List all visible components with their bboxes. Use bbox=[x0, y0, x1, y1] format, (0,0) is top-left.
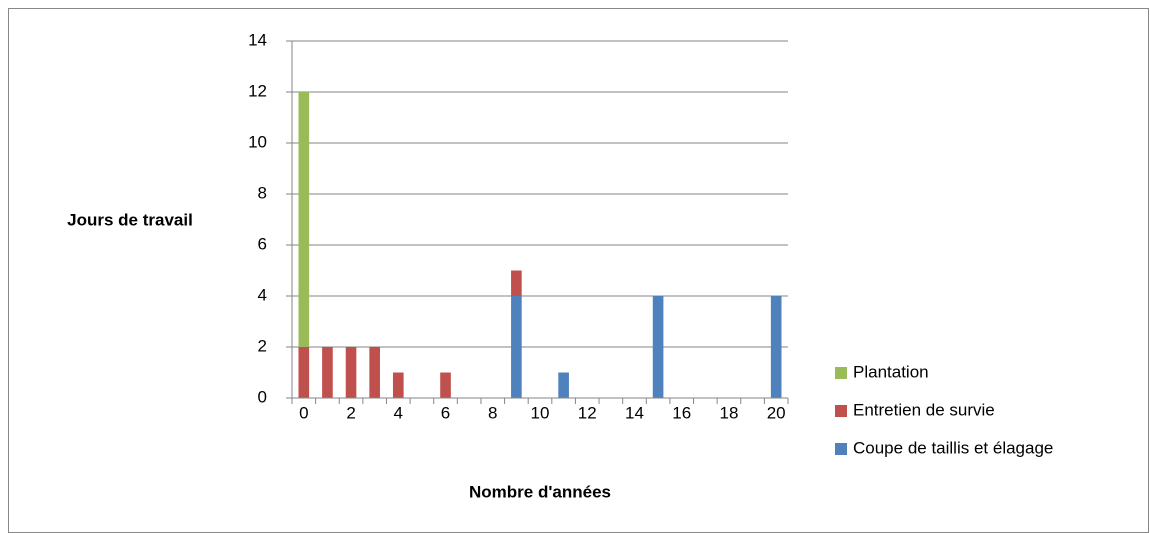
y-tick-label: 2 bbox=[258, 336, 267, 355]
y-tick-label: 6 bbox=[258, 234, 267, 253]
x-tick-label: 14 bbox=[625, 403, 644, 422]
legend-label: Plantation bbox=[853, 362, 929, 381]
y-tick-label: 8 bbox=[258, 183, 267, 202]
bar bbox=[652, 296, 664, 398]
bar bbox=[345, 347, 357, 398]
bar bbox=[511, 270, 522, 296]
x-axis-label: Nombre d'années bbox=[469, 482, 611, 501]
legend-label: Entretien de survie bbox=[853, 400, 995, 419]
x-tick-label: 18 bbox=[719, 403, 738, 422]
bar bbox=[298, 92, 310, 347]
legend-label: Coupe de taillis et élagage bbox=[853, 438, 1053, 457]
x-tick-label: 0 bbox=[299, 403, 308, 422]
bar bbox=[369, 347, 380, 398]
bar bbox=[392, 372, 404, 398]
bar bbox=[558, 372, 569, 398]
x-tick-label: 20 bbox=[767, 403, 786, 422]
bar bbox=[322, 347, 333, 398]
legend-swatch bbox=[835, 443, 847, 455]
bar bbox=[440, 372, 451, 398]
x-tick-label: 6 bbox=[441, 403, 450, 422]
x-tick-label: 12 bbox=[578, 403, 597, 422]
x-tick-label: 2 bbox=[346, 403, 355, 422]
bar bbox=[298, 347, 310, 398]
x-tick-label: 8 bbox=[488, 403, 497, 422]
y-tick-label: 10 bbox=[248, 132, 267, 151]
legend-swatch bbox=[835, 367, 847, 379]
bar bbox=[511, 296, 522, 398]
legend-swatch bbox=[835, 405, 847, 417]
bar bbox=[770, 296, 782, 398]
y-axis-label: Jours de travail bbox=[67, 210, 193, 229]
x-tick-label: 4 bbox=[394, 403, 403, 422]
y-tick-label: 4 bbox=[258, 285, 267, 304]
y-tick-label: 12 bbox=[248, 81, 267, 100]
y-tick-label: 14 bbox=[248, 30, 267, 49]
x-tick-label: 16 bbox=[672, 403, 691, 422]
x-tick-label: 10 bbox=[531, 403, 550, 422]
y-tick-label: 0 bbox=[258, 387, 267, 406]
